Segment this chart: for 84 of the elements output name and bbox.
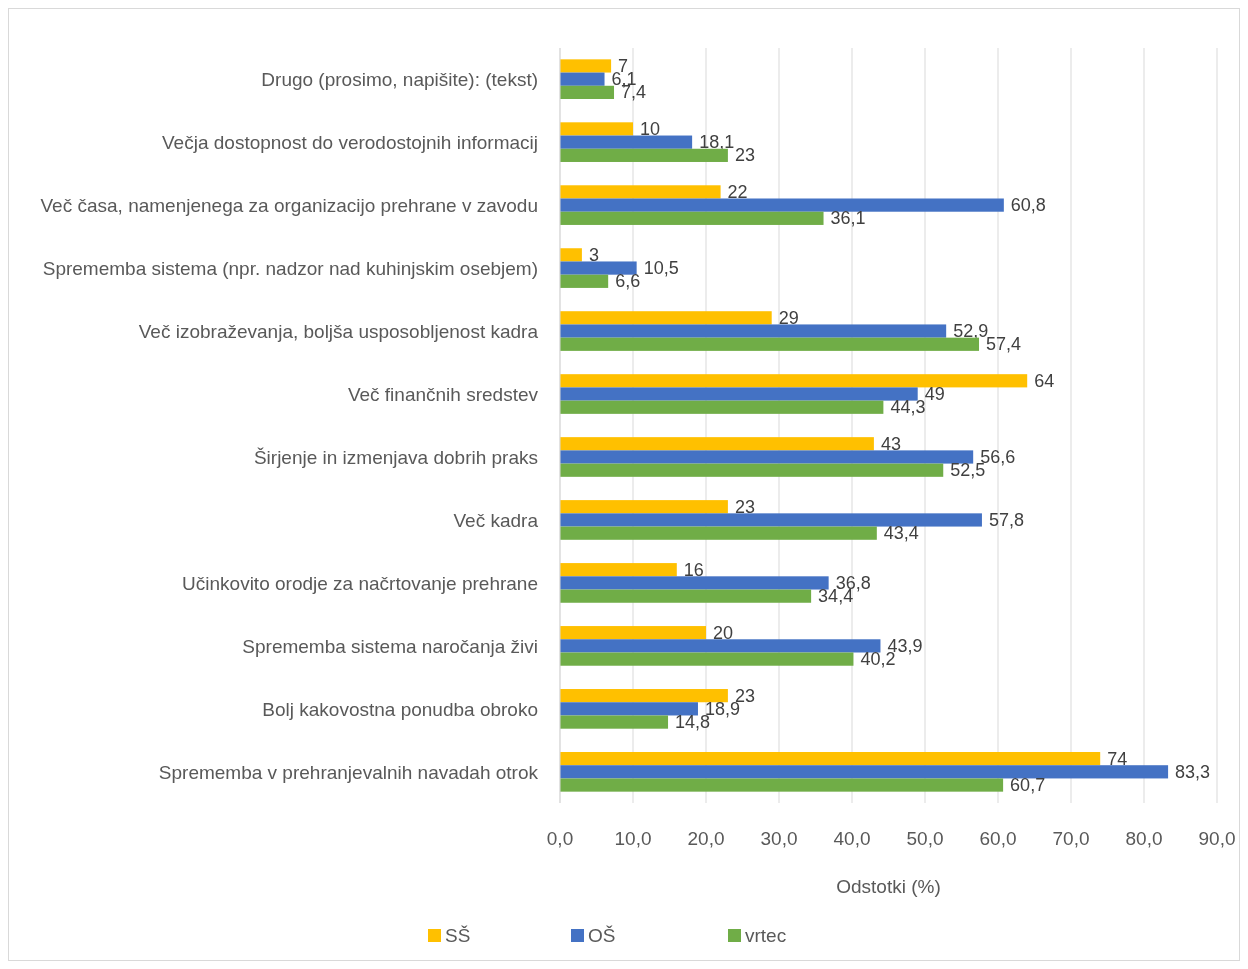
y-tick-label: Več časa, namenjenega za organizacijo prehrane v zavodu (40, 195, 538, 217)
bar (560, 211, 824, 225)
data-label: 10,5 (643, 258, 679, 279)
bar (560, 463, 944, 477)
data-label: 57,4 (986, 334, 1022, 355)
y-tick-label: Sprememba v prehranjevalnih navadah otrok (158, 761, 539, 783)
bar (560, 526, 877, 540)
bar (560, 689, 728, 703)
bar (560, 374, 1028, 388)
x-tick-label: 80,0 (1125, 828, 1163, 849)
bar (560, 752, 1101, 766)
bar (560, 337, 980, 351)
bar (560, 639, 881, 653)
legend-label: OŠ (588, 925, 616, 946)
data-label: 43 (880, 433, 901, 454)
bar (560, 778, 1004, 792)
data-label: 29 (778, 307, 799, 328)
data-label: 57,8 (988, 509, 1024, 530)
data-label: 6,6 (615, 271, 641, 292)
bar (560, 198, 1004, 212)
x-tick-label: 20,0 (687, 828, 725, 849)
bar (560, 500, 728, 514)
data-label: 18,1 (699, 132, 735, 153)
data-label: 60,7 (1010, 775, 1046, 796)
x-axis-title: Odstotki (%) (836, 876, 941, 897)
bar (560, 400, 884, 414)
y-tick-label: Večja dostopnost do verodostojnih informacij (161, 132, 538, 154)
bar (560, 702, 698, 716)
data-label: 44,3 (890, 397, 926, 418)
bar (560, 563, 677, 577)
data-label: 22 (727, 181, 748, 202)
bar (560, 311, 772, 325)
y-tick-label: Širjenje in izmenjava dobrih praks (253, 446, 538, 468)
bar (560, 148, 728, 162)
bar (560, 59, 612, 73)
data-label: 3 (588, 244, 599, 265)
data-label: 23 (734, 145, 755, 166)
bar (560, 576, 829, 590)
bar (560, 261, 637, 275)
x-tick-label: 70,0 (1052, 828, 1090, 849)
bar (560, 248, 582, 262)
bar (560, 652, 854, 666)
bar (560, 437, 874, 451)
bar (560, 72, 605, 86)
x-tick-label: 60,0 (979, 828, 1017, 849)
bar (560, 513, 982, 527)
bar (560, 715, 669, 729)
bar (560, 185, 721, 199)
x-tick-label: 90,0 (1198, 828, 1236, 849)
y-tick-label: Več izobraževanja, boljša usposobljenost kadra (138, 321, 539, 343)
data-label: 16 (683, 559, 704, 580)
data-label: 60,8 (1010, 195, 1046, 216)
legend-label: vrtec (745, 925, 787, 946)
data-label: 83,3 (1175, 761, 1211, 782)
x-tick-label: 40,0 (833, 828, 871, 849)
x-tick-label: 0,0 (546, 828, 574, 849)
y-tick-label: Več kadra (453, 509, 539, 531)
y-tick-label: Več finančnih sredstev (347, 384, 539, 406)
y-tick-label: Bolj kakovostna ponudba obroko (262, 698, 538, 720)
y-tick-label: Sprememba sistema (npr. nadzor nad kuhinjskim osebjem) (42, 258, 538, 280)
data-label: 43,4 (883, 523, 919, 544)
bar (560, 387, 918, 401)
data-label: 36,1 (830, 208, 866, 229)
data-label: 10 (640, 118, 661, 139)
bar (560, 324, 947, 338)
y-tick-label: Sprememba sistema naročanja živi (242, 635, 538, 657)
y-tick-label: Učinkovito orodje za načrtovanje prehrane (182, 572, 538, 594)
bar (560, 135, 693, 149)
bar (560, 274, 609, 288)
data-label: 20 (713, 622, 734, 643)
y-tick-label: Drugo (prosimo, napišite): (tekst) (261, 69, 538, 91)
bar (560, 450, 974, 464)
data-label: 74 (1107, 748, 1128, 769)
data-label: 49 (924, 384, 945, 405)
bar (560, 122, 633, 136)
x-tick-label: 50,0 (906, 828, 944, 849)
x-tick-label: 10,0 (614, 828, 652, 849)
legend-label: SŠ (445, 925, 471, 946)
bar (560, 765, 1169, 779)
data-label: 23 (734, 496, 755, 517)
bar (560, 626, 706, 640)
x-tick-label: 30,0 (760, 828, 798, 849)
data-label: 64 (1034, 370, 1055, 391)
bar (560, 589, 812, 603)
